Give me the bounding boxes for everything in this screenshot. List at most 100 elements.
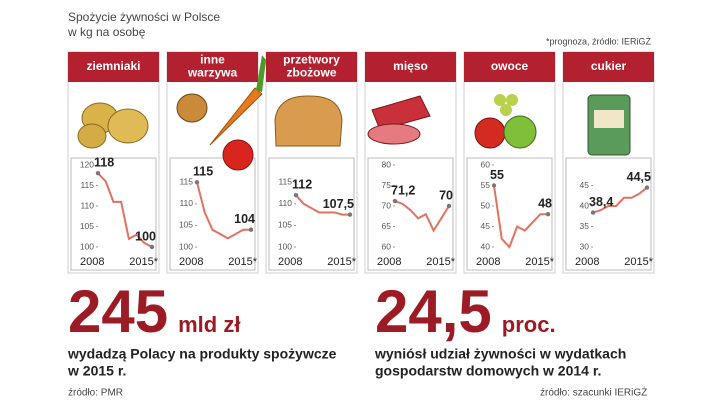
sugar-label <box>594 110 624 128</box>
value-label: 118 <box>94 155 114 169</box>
chart-area <box>565 157 652 271</box>
card-title: owoce <box>491 59 529 73</box>
y-tick-label: 105 <box>80 221 94 231</box>
y-tick-label: 45 <box>580 180 590 190</box>
card-title: cukier <box>591 59 627 73</box>
chart-area <box>169 157 256 271</box>
value-label: 48 <box>538 196 552 210</box>
end-point <box>491 183 497 188</box>
source: źródło: PMR <box>68 388 123 399</box>
end-point <box>545 212 551 217</box>
y-tick-label: 35 <box>580 221 590 231</box>
chart-area <box>466 157 553 271</box>
end-point <box>644 185 650 190</box>
data-line <box>196 182 251 240</box>
y-tick-label: 100 <box>278 241 292 251</box>
stats: 245 mld zł wydadzą Polacy na produkty spoż… <box>67 278 647 399</box>
end-point <box>248 227 254 232</box>
y-tick-label: 40 <box>580 200 590 210</box>
y-tick-label: 105 <box>179 220 193 230</box>
x-tick-label: 2015* <box>525 256 554 268</box>
end-point <box>194 180 200 185</box>
carrot <box>209 87 263 146</box>
y-tick-label: 60 <box>481 159 491 169</box>
x-tick-label: 2008 <box>278 256 302 268</box>
end-point <box>347 212 353 217</box>
x-tick-label: 2015* <box>426 256 455 268</box>
y-tick-label: 70 <box>382 200 392 210</box>
x-tick-label: 2015* <box>624 256 653 268</box>
grape <box>506 94 518 106</box>
stat-text: w 2015 r. <box>67 363 126 379</box>
y-tick-label: 75 <box>382 180 392 190</box>
y-tick-label: 65 <box>382 221 392 231</box>
apple <box>503 115 537 149</box>
card-header <box>464 52 555 82</box>
value-label: 70 <box>439 188 453 202</box>
value-label: 107,5 <box>323 197 354 211</box>
x-tick-label: 2008 <box>476 256 500 268</box>
end-point <box>446 203 452 209</box>
source: źródło: szacunki IERiGŻ <box>540 386 647 399</box>
grape <box>494 94 506 106</box>
y-tick-label: 110 <box>80 200 94 210</box>
y-tick-label: 40 <box>481 241 491 251</box>
big-number: 245 <box>68 278 168 345</box>
y-tick-label: 100 <box>179 241 193 251</box>
meat <box>371 95 431 131</box>
y-tick-label: 115 <box>179 177 193 187</box>
y-tick-label: 110 <box>278 198 292 208</box>
illustrations <box>77 55 631 171</box>
card-header <box>365 52 456 82</box>
end-point <box>95 171 101 176</box>
chart-area <box>70 157 157 271</box>
end-point <box>392 198 398 204</box>
chart-area <box>367 157 454 271</box>
subtitle: w kg na osobę <box>67 25 146 39</box>
data-line <box>592 186 648 214</box>
data-line <box>295 194 350 216</box>
card-header <box>266 52 357 82</box>
potato <box>77 123 107 149</box>
value-label: 38,4 <box>589 195 613 209</box>
card-title: mięso <box>393 59 428 73</box>
value-label: 71,2 <box>391 183 415 197</box>
big-unit: mld zł <box>178 312 240 337</box>
x-tick-label: 2008 <box>179 256 203 268</box>
tomato <box>222 139 254 171</box>
value-label: 100 <box>135 229 156 243</box>
meat <box>367 123 421 145</box>
data-line <box>394 200 450 233</box>
bread <box>274 95 343 147</box>
card-header <box>167 52 258 82</box>
y-tick-label: 105 <box>278 220 292 230</box>
end-point <box>590 210 596 215</box>
x-tick-label: 2015* <box>228 256 257 268</box>
value-label: 112 <box>292 178 312 192</box>
x-tick-label: 2008 <box>80 256 104 268</box>
y-tick-label: 55 <box>481 180 491 190</box>
carrot-leaf <box>256 55 266 92</box>
x-tick-label: 2015* <box>129 256 158 268</box>
data-line <box>493 185 548 249</box>
x-tick-label: 2015* <box>327 256 356 268</box>
big-number: 24,5 <box>375 278 492 345</box>
stat-text: gospodarstw domowych w 2014 r. <box>375 363 601 379</box>
big-unit: proc. <box>502 312 556 337</box>
y-tick-label: 60 <box>382 241 392 251</box>
card-header <box>563 52 654 82</box>
end-point <box>293 193 299 198</box>
y-tick-label: 110 <box>179 198 193 208</box>
value-label: 55 <box>490 168 504 182</box>
cards: ziemniaki 100 105 110 115 120 2008 2015* 118 100 i… <box>67 51 655 274</box>
potato <box>107 108 149 144</box>
title: Spożycie żywności w Polsce <box>68 10 220 24</box>
card-title: zbożowe <box>287 66 337 80</box>
y-tick-label: 100 <box>80 241 94 251</box>
data-line <box>97 172 153 248</box>
y-tick-label: 30 <box>580 241 590 251</box>
y-tick-label: 120 <box>80 159 94 169</box>
stat-text: wydadzą Polacy na produkty spożywcze <box>67 346 337 362</box>
apple <box>474 117 506 149</box>
card-title: ziemniaki <box>86 59 140 73</box>
